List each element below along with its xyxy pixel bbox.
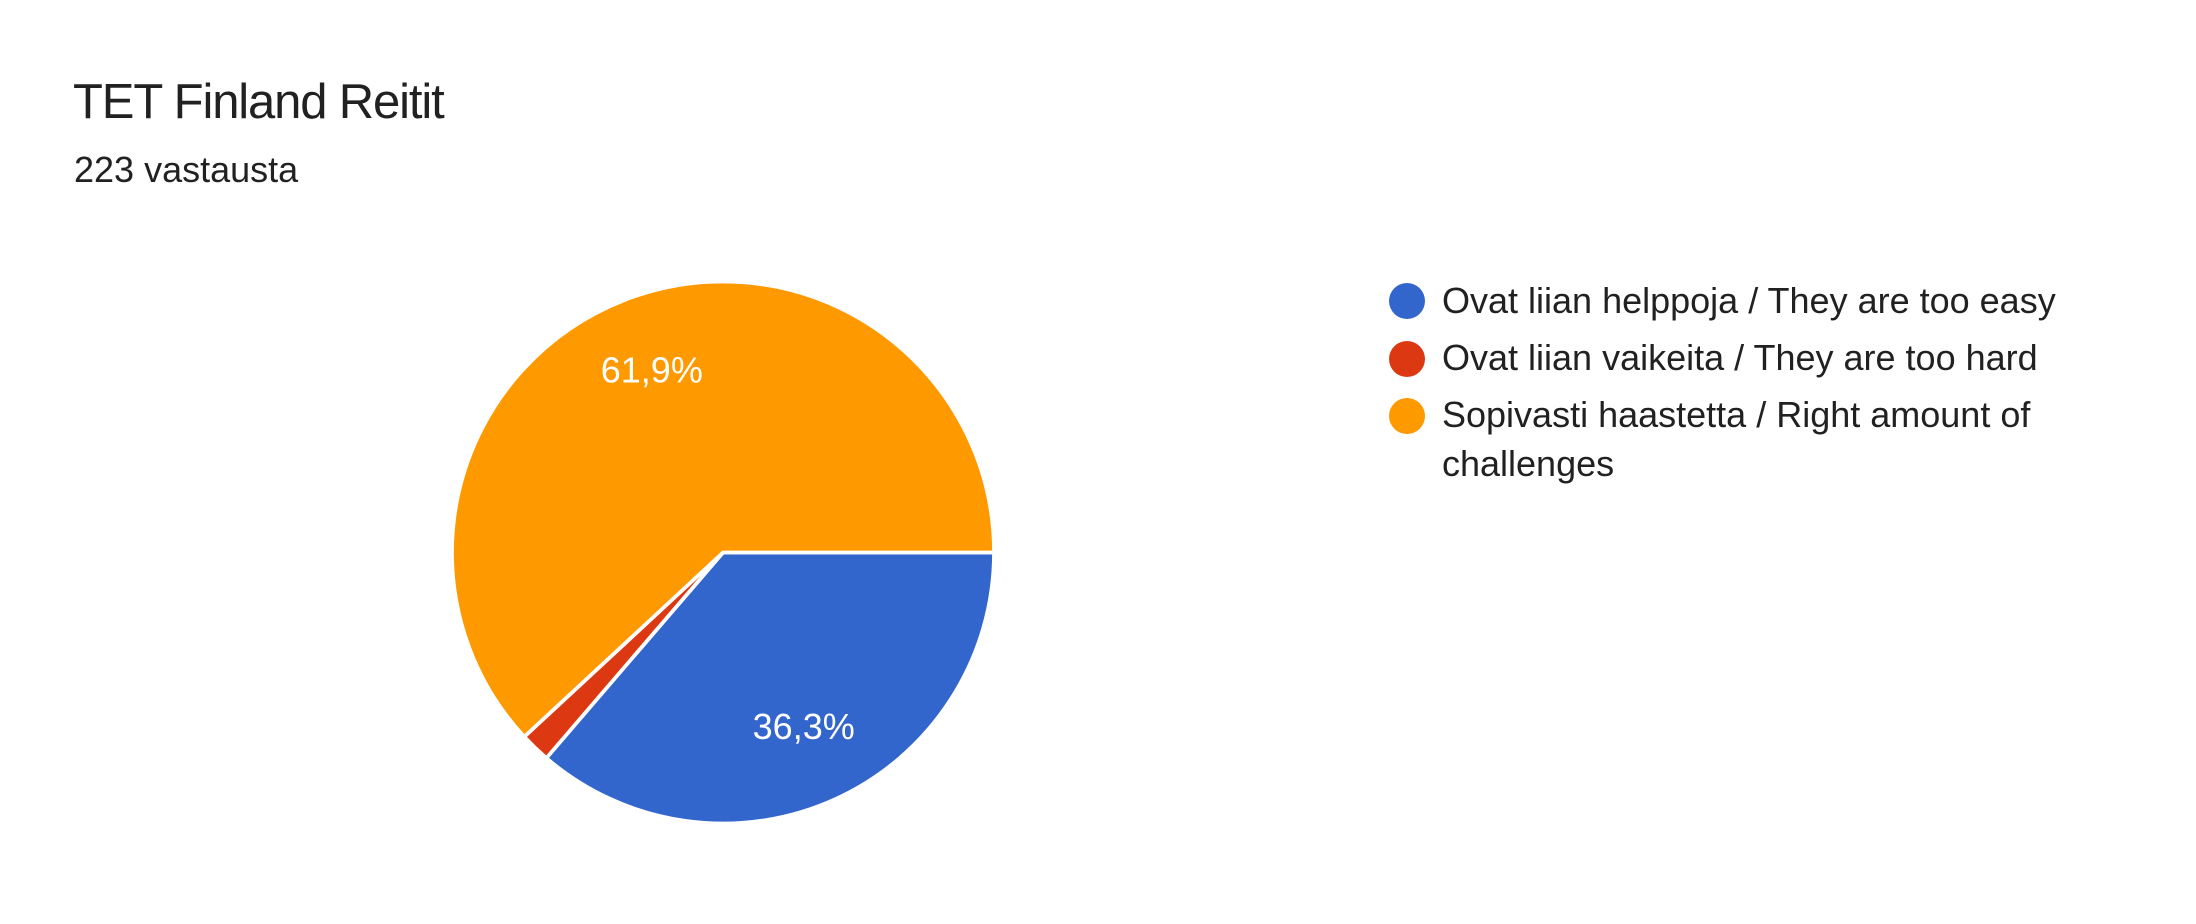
svg-text:36,3%: 36,3% xyxy=(753,706,855,747)
svg-text:61,9%: 61,9% xyxy=(601,350,703,391)
